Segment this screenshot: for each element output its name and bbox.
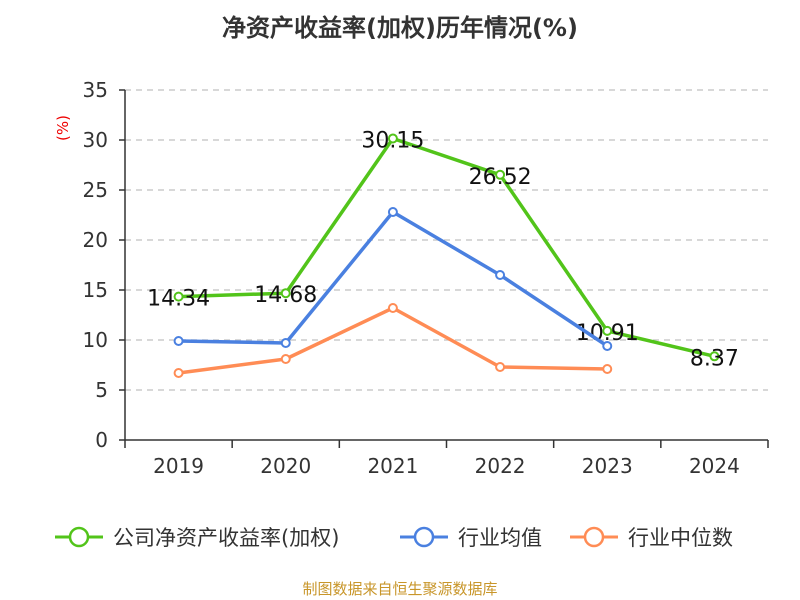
data-point [387,133,398,144]
y-tick-label: 15 [83,278,108,302]
data-label: 30.15 [361,129,424,154]
legend-marker [68,526,90,548]
x-tick-label: 2022 [475,454,526,478]
y-axis-label: (%) [54,115,72,141]
data-label: 8.37 [690,346,739,371]
y-tick-label: 30 [83,128,108,152]
data-point [280,338,291,348]
data-point [602,325,613,336]
data-point [280,288,291,299]
data-label: 26.52 [469,165,532,190]
y-tick-label: 0 [95,428,108,452]
data-point [495,270,506,280]
x-tick-label: 2024 [689,454,740,478]
data-point [173,336,184,346]
source-note: 制图数据来自恒生聚源数据库 [302,580,498,598]
y-tick-label: 20 [83,228,108,252]
y-tick-label: 35 [83,78,108,102]
y-tick-label: 10 [83,328,108,352]
chart-title: 净资产收益率(加权)历年情况(%) [222,14,578,42]
legend-label: 行业均值 [458,526,542,550]
data-point [173,368,184,378]
legend-label: 公司净资产收益率(加权) [113,526,339,550]
data-point [495,169,506,180]
y-tick-label: 25 [83,178,108,202]
data-point [602,341,613,351]
data-label: 14.34 [147,287,210,312]
data-point [173,291,184,302]
legend-marker [583,526,605,548]
x-tick-label: 2023 [582,454,633,478]
data-point [709,351,720,362]
series-line [178,210,609,348]
data-point [387,207,398,217]
legend-marker [413,526,435,548]
x-tick-label: 2020 [260,454,311,478]
legend-label: 行业中位数 [628,526,733,550]
y-tick-label: 5 [95,378,108,402]
data-point [495,362,506,372]
data-point [280,354,291,364]
data-point [602,364,613,374]
x-tick-label: 2021 [367,454,418,478]
x-tick-label: 2019 [153,454,204,478]
data-label: 14.68 [254,283,317,308]
series-line [178,136,715,359]
data-point [387,303,398,313]
